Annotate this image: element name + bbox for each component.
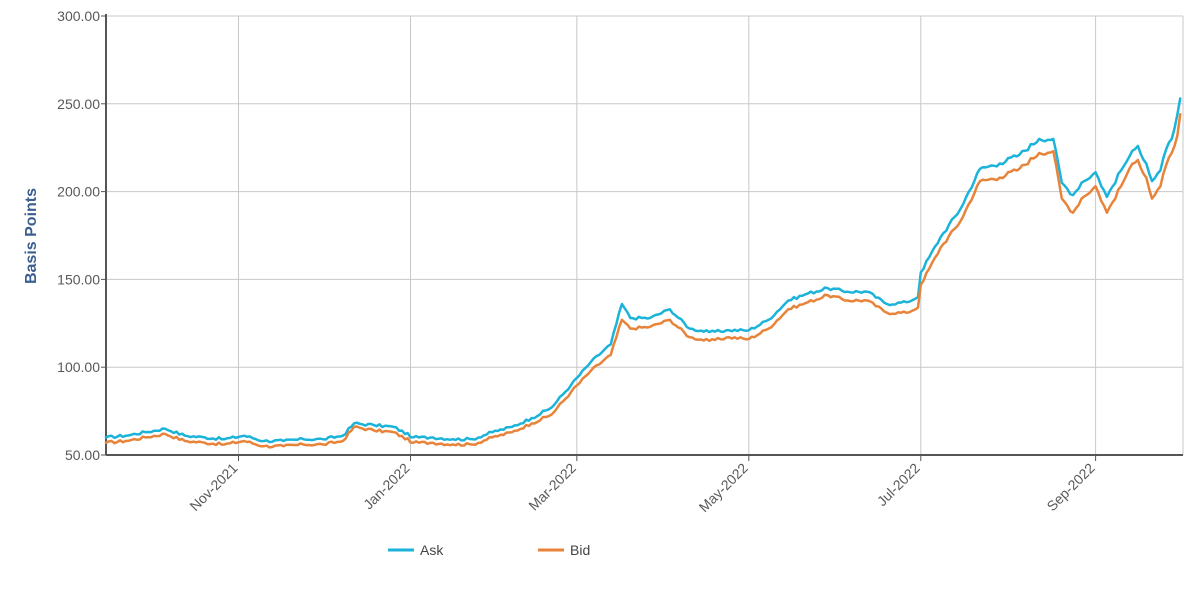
y-tick-label: 150.00 <box>57 271 100 287</box>
series-line-bid <box>104 113 1182 449</box>
legend: Ask Bid <box>388 542 590 558</box>
y-axis-label: Basis Points <box>23 188 40 284</box>
y-tick-labels: 50.00 100.00 150.00 200.00 250.00 300.00 <box>57 8 100 463</box>
y-tick-label: 300.00 <box>57 8 100 24</box>
x-tick-label: Mar-2022 <box>525 460 579 514</box>
x-tick-label: May-2022 <box>696 460 751 515</box>
y-tick-label: 50.00 <box>65 447 100 463</box>
legend-label-bid: Bid <box>570 542 590 558</box>
x-tick-label: Nov-2021 <box>186 460 240 514</box>
gridlines <box>106 15 1184 455</box>
series-line-ask <box>104 97 1182 444</box>
y-tick-label: 100.00 <box>57 359 100 375</box>
x-tick-label: Jan-2022 <box>360 460 413 513</box>
y-tick-label: 200.00 <box>57 184 100 200</box>
x-tick-label: Jul-2022 <box>874 460 923 509</box>
legend-label-ask: Ask <box>420 542 444 558</box>
x-tick-labels: Nov-2021 Jan-2022 Mar-2022 May-2022 Jul-2022… <box>186 460 1097 515</box>
y-tick-label: 250.00 <box>57 96 100 112</box>
axes <box>101 14 1183 461</box>
x-tick-label: Sep-2022 <box>1043 460 1097 514</box>
series-lines <box>104 97 1182 449</box>
